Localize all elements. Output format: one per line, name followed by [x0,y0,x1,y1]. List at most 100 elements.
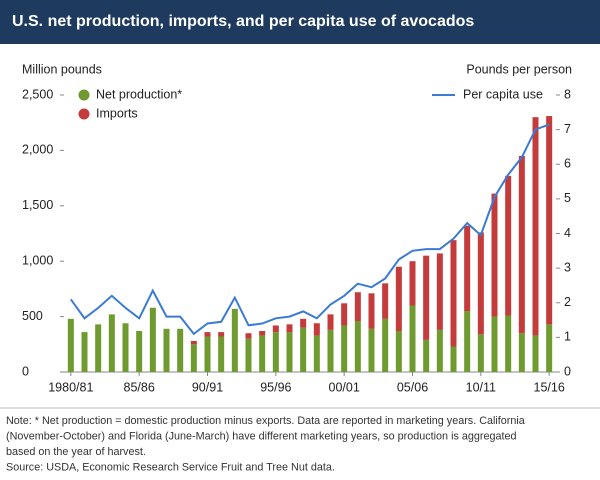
bar-segment [423,255,430,340]
bar-segment [546,324,553,372]
y2-axis-label: Pounds per person [466,62,572,76]
legend-swatch [78,108,90,120]
bar-segment [341,303,348,326]
bar-segment [286,324,293,333]
x-tick-label: 95/96 [260,380,291,394]
y-tick-label: 2,500 [22,87,53,101]
bar-segment [108,314,115,372]
y-tick-label: 1,000 [22,253,53,267]
bar-segment [313,335,320,372]
legend-label: Imports [96,106,138,120]
y2-tick-label: 3 [564,260,571,274]
bar-segment [395,331,402,372]
y2-tick-label: 1 [564,330,571,344]
bar-segment [477,232,484,335]
bar-segment [245,333,252,339]
bar-segment [464,311,471,372]
x-tick-label: 1980/81 [48,380,93,394]
bar-segment [136,331,143,372]
bar-segment [327,314,334,330]
bar-segment [300,318,307,328]
bar-segment [218,332,225,337]
bar-segment [436,329,443,372]
y-axis-label: Million pounds [22,62,102,76]
bar-segment [450,240,457,347]
x-tick-label: 10/11 [466,380,496,394]
bar-segment [149,307,156,372]
x-tick-label: 85/86 [124,380,155,394]
bar-segment [477,334,484,372]
bar-segment [382,283,389,319]
bar-segment [532,117,539,336]
bar-segment [204,336,211,372]
chart-title: U.S. net production, imports, and per ca… [12,13,474,30]
x-tick-label: 15/16 [534,380,565,394]
note: based on the year of harvest. [6,446,146,458]
y2-tick-label: 8 [564,87,571,101]
y-tick-label: 1,500 [22,198,53,212]
bar-segment [190,340,197,345]
bar-segment [505,315,512,372]
bar-segment [163,328,170,372]
bar-segment [313,323,320,336]
bar-segment [272,325,279,333]
x-tick-label: 90/91 [192,380,223,394]
bar-segment [81,332,88,372]
title-bar [0,0,600,44]
bar-segment [259,335,266,372]
bar-segment [491,193,498,317]
bar-segment [95,324,102,372]
bar-segment [464,225,471,312]
bar-segment [245,338,252,372]
y-tick-label: 2,000 [22,143,53,157]
bar-segment [177,328,184,372]
bar-segment [67,318,74,372]
bar-segment [368,328,375,372]
y2-tick-label: 4 [564,226,571,240]
bar-segment [409,261,416,306]
y2-tick-label: 6 [564,157,571,171]
bar-segment [204,332,211,337]
bar-segment [354,321,361,372]
bar-segment [491,316,498,372]
legend-label: Net production* [96,87,182,101]
bar-segment [259,331,266,336]
bar-segment [122,323,129,372]
bar-segment [423,339,430,372]
bar-segment [409,305,416,372]
bar-segment [505,175,512,316]
y2-tick-label: 5 [564,191,571,205]
bar-segment [286,332,293,372]
source: Source: USDA, Economic Research Service … [6,461,335,473]
y2-tick-label: 7 [564,122,571,136]
bar-segment [300,327,307,372]
y2-tick-label: 0 [564,364,571,378]
note: Note: * Net production = domestic produc… [6,415,525,427]
y2-tick-label: 2 [564,295,571,309]
bar-segment [518,155,525,334]
bar-segment [190,344,197,372]
bar-segment [546,116,553,325]
bar-segment [218,336,225,372]
bar-segment [382,318,389,372]
bar-segment [395,266,402,332]
bar-segment [518,333,525,372]
x-tick-label: 05/06 [397,380,428,394]
bar-segment [354,292,361,322]
bar-segment [450,346,457,372]
bar-segment [272,332,279,372]
bar-segment [436,253,443,330]
bar-segment [368,293,375,329]
bar-segment [341,325,348,372]
legend-swatch [78,89,90,101]
legend-label: Per capita use [463,87,543,101]
note: (November-October) and Florida (June-Mar… [6,430,517,442]
bar-segment [327,329,334,372]
bar-segment [231,308,238,372]
x-tick-label: 00/01 [329,380,360,394]
y-tick-label: 500 [22,309,43,323]
line-series [69,123,550,336]
y-tick-label: 0 [22,364,29,378]
bar-segment [532,335,539,372]
